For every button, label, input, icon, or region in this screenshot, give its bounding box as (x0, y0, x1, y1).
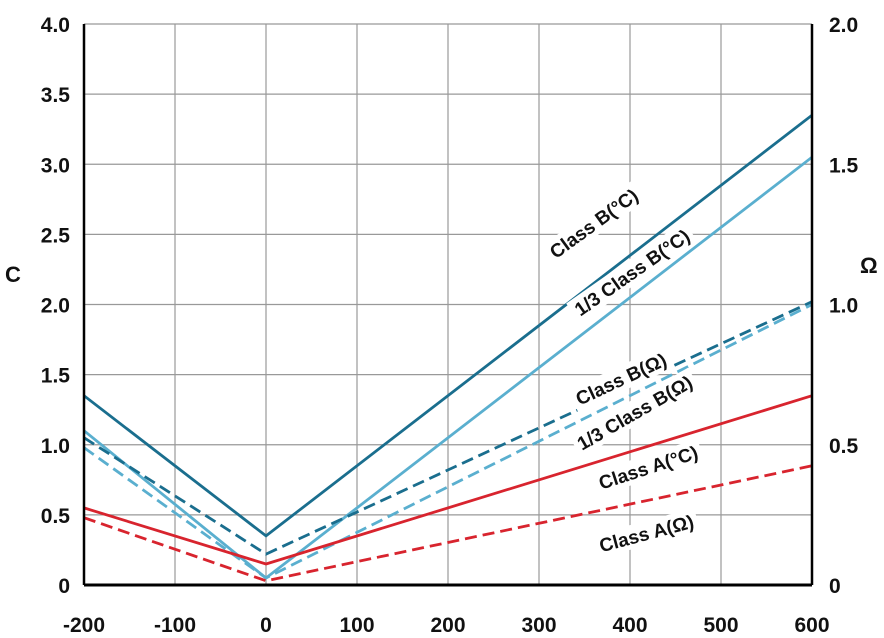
y-left-tick-label: 3.0 (41, 154, 70, 177)
x-tick-label: 200 (430, 614, 465, 637)
x-tick-label: 300 (521, 614, 556, 637)
series-line (83, 464, 813, 583)
y-left-tick-label: 2.0 (41, 295, 70, 318)
series-label-background (567, 345, 674, 412)
y-right-tick-label: 0 (829, 575, 841, 598)
x-tick-label: 500 (703, 614, 738, 637)
y-right-tick-label: 1.0 (829, 295, 858, 318)
series-line (83, 303, 813, 580)
series-label: Class A(Ω) (597, 512, 696, 557)
y-left-tick-label: 1.0 (41, 435, 70, 458)
series-lines (83, 114, 813, 583)
x-tick-label: 0 (260, 614, 272, 637)
series-label-background (569, 367, 700, 458)
series-label-background (541, 180, 646, 266)
x-tick-label: 100 (339, 614, 374, 637)
series-label-background (592, 507, 701, 559)
y-right-tick-label: 2.0 (829, 14, 858, 37)
y-axis-left-label: C (5, 262, 21, 287)
y-right-tick-label: 1.5 (829, 154, 859, 177)
x-tick-label: 400 (612, 614, 647, 637)
series-label-background (566, 221, 698, 324)
y-right-tick-label: 0.5 (829, 435, 859, 458)
x-tick-label: -100 (154, 614, 196, 637)
y-left-tick-label: 4.0 (41, 14, 70, 37)
series-label: Class B(°C) (546, 185, 642, 263)
y-left-tick-label: 3.5 (41, 84, 71, 107)
y-left-tick-label: 0 (58, 575, 70, 598)
y-left-tick-label: 2.5 (41, 224, 71, 247)
x-tick-label: 600 (794, 614, 829, 637)
grid (84, 24, 812, 585)
tick-labels: -200 -100 0 100 200 300 400 500 60000.51.01.52.0… (41, 14, 859, 637)
y-left-tick-label: 1.5 (41, 365, 71, 388)
plot-frame (82, 23, 814, 587)
series-label-background (591, 438, 705, 496)
series-line (83, 114, 813, 538)
y-left-tick-label: 0.5 (41, 505, 71, 528)
x-tick-label: -200 (63, 614, 105, 637)
y-axis-right-label: Ω (860, 253, 878, 278)
series-label: Class A(°C) (596, 443, 700, 495)
series-line (83, 394, 813, 566)
